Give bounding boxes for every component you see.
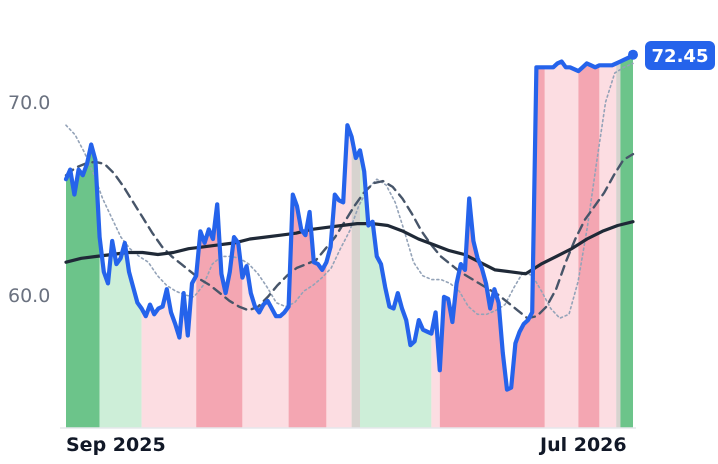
regime-band-15 bbox=[620, 54, 633, 428]
regime-band-6 bbox=[326, 125, 352, 428]
regime-band-1 bbox=[99, 237, 142, 428]
y-tick-label-70: 70.0 bbox=[8, 92, 50, 114]
x-tick-label-sep-2025: Sep 2025 bbox=[66, 434, 166, 456]
series-line-short-ma bbox=[65, 62, 634, 319]
regime-bands bbox=[66, 54, 633, 429]
regime-band-3 bbox=[196, 204, 243, 428]
series-line-price bbox=[63, 52, 636, 392]
regime-band-8 bbox=[360, 150, 432, 429]
series-line-mid-ma bbox=[64, 152, 635, 320]
regime-band-11 bbox=[544, 61, 579, 428]
last-point-marker bbox=[628, 49, 638, 60]
regime-band-5 bbox=[288, 194, 327, 428]
regime-band-13 bbox=[599, 63, 617, 429]
last-value-badge: 72.45 bbox=[645, 41, 715, 70]
regime-band-0 bbox=[66, 144, 100, 428]
regime-band-9 bbox=[431, 312, 440, 428]
series-line-long-ma bbox=[64, 220, 635, 276]
last-value-label: 72.45 bbox=[652, 46, 709, 67]
regime-band-14 bbox=[616, 61, 621, 428]
x-tick-label-jul-2026: Jul 2026 bbox=[538, 434, 627, 456]
series-lines bbox=[63, 49, 638, 392]
last-value-badge-bg bbox=[645, 41, 715, 70]
regime-band-7 bbox=[351, 136, 360, 428]
regime-band-10 bbox=[439, 67, 545, 429]
regime-band-12 bbox=[578, 63, 600, 429]
y-tick-label-60: 60.0 bbox=[8, 285, 50, 307]
